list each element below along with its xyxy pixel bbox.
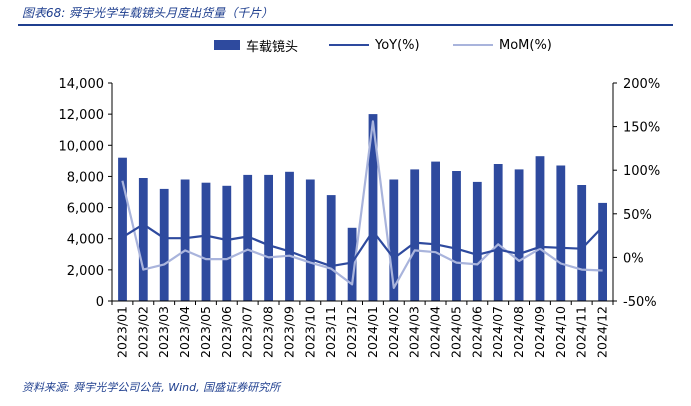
bar-2024/12 bbox=[598, 202, 607, 301]
x-tick-label: 2023/12 bbox=[344, 306, 359, 358]
y-left-tick-label: 10,000 bbox=[59, 139, 105, 154]
x-tick-label: 2024/04 bbox=[428, 306, 443, 358]
x-tick-label: 2024/06 bbox=[469, 306, 484, 358]
bar-2024/06 bbox=[472, 181, 482, 301]
x-tick-label: 2024/02 bbox=[386, 306, 401, 358]
y-right-tick-label: 50% bbox=[623, 208, 652, 223]
legend-swatch-bar bbox=[214, 40, 240, 50]
x-tick-label: 2023/02 bbox=[135, 306, 150, 358]
bar-2024/04 bbox=[431, 161, 440, 301]
x-tick-label: 2023/06 bbox=[219, 306, 234, 358]
bar-2023/07 bbox=[243, 174, 253, 301]
bar-2024/03 bbox=[410, 169, 420, 301]
x-tick-label: 2023/08 bbox=[261, 306, 276, 358]
bar-2023/12 bbox=[347, 227, 357, 301]
source-note: 资料来源: 舜宇光学公司公告, Wind, 国盛证券研究所 bbox=[22, 381, 281, 394]
bar-2024/01 bbox=[368, 114, 378, 301]
legend-swatch-yoy bbox=[329, 44, 369, 46]
bar-2023/04 bbox=[180, 179, 190, 301]
y-left-tick-label: 2,000 bbox=[67, 264, 104, 279]
bar-2023/08 bbox=[264, 174, 273, 301]
x-tick-label: 2024/01 bbox=[365, 306, 380, 358]
y-left-tick-label: 14,000 bbox=[59, 77, 105, 92]
legend-item-mom: MoM(%) bbox=[453, 34, 552, 56]
legend-label-bar: 车载镜头 bbox=[246, 39, 299, 55]
bar-2024/09 bbox=[535, 156, 545, 301]
bar-2023/10 bbox=[305, 179, 315, 301]
bar-2023/06 bbox=[222, 185, 232, 301]
bar-2023/09 bbox=[285, 171, 294, 301]
chart-legend: 车载镜头 YoY(%) MoM(%) bbox=[0, 34, 691, 56]
figure-title: 图表68: 舜宇光学车载镜头月度出货量（千片） bbox=[22, 6, 274, 20]
x-tick-label: 2024/07 bbox=[490, 306, 505, 358]
x-tick-label: 2024/05 bbox=[448, 306, 463, 358]
bar-2023/11 bbox=[326, 195, 336, 301]
bar-2023/05 bbox=[201, 182, 211, 301]
y-right-tick-label: 0% bbox=[623, 251, 644, 266]
mom-line bbox=[121, 120, 603, 289]
yoy-line bbox=[121, 223, 604, 268]
x-tick-label: 2023/10 bbox=[302, 306, 317, 358]
y-right-tick-label: 150% bbox=[623, 121, 660, 136]
y-left-tick-label: 6,000 bbox=[67, 202, 104, 217]
legend-item-yoy: YoY(%) bbox=[329, 34, 420, 56]
x-tick-label: 2024/12 bbox=[595, 306, 610, 358]
bar-2024/11 bbox=[577, 185, 587, 301]
y-left-tick-label: 8,000 bbox=[67, 170, 104, 185]
legend-swatch-mom bbox=[453, 44, 493, 46]
y-right-tick-label: 200% bbox=[623, 77, 660, 92]
legend-label-yoy: YoY(%) bbox=[375, 37, 420, 53]
x-tick-label: 2023/05 bbox=[198, 306, 213, 358]
y-right-tick-label: -50% bbox=[623, 295, 657, 310]
x-tick-label: 2024/03 bbox=[407, 306, 422, 358]
x-tick-label: 2023/11 bbox=[323, 306, 338, 358]
x-tick-label: 2023/03 bbox=[156, 306, 171, 358]
title-rule bbox=[18, 24, 673, 26]
y-left-tick-label: 4,000 bbox=[67, 233, 104, 248]
x-tick-label: 2023/09 bbox=[281, 306, 296, 358]
x-tick-label: 2023/07 bbox=[240, 306, 255, 358]
bar-2024/07 bbox=[493, 164, 503, 301]
x-tick-label: 2024/10 bbox=[553, 306, 568, 358]
x-tick-label: 2023/01 bbox=[114, 306, 129, 358]
y-left-tick-label: 0 bbox=[96, 295, 104, 310]
bar-2024/05 bbox=[452, 171, 461, 301]
bar-2024/08 bbox=[514, 169, 524, 301]
y-left-tick-label: 12,000 bbox=[59, 108, 105, 123]
bar-2023/02 bbox=[138, 178, 148, 301]
y-right-tick-label: 100% bbox=[623, 164, 660, 179]
legend-item-bar: 车载镜头 bbox=[214, 34, 298, 56]
x-tick-label: 2024/11 bbox=[574, 306, 589, 358]
x-tick-label: 2024/09 bbox=[532, 306, 547, 358]
x-tick-label: 2023/04 bbox=[177, 306, 192, 358]
x-tick-label: 2024/08 bbox=[511, 306, 526, 358]
bar-2024/10 bbox=[556, 165, 566, 301]
bar-2023/03 bbox=[159, 188, 169, 301]
bar-2024/02 bbox=[389, 179, 399, 301]
legend-label-mom: MoM(%) bbox=[499, 37, 552, 53]
bar-2023/01 bbox=[118, 157, 127, 301]
